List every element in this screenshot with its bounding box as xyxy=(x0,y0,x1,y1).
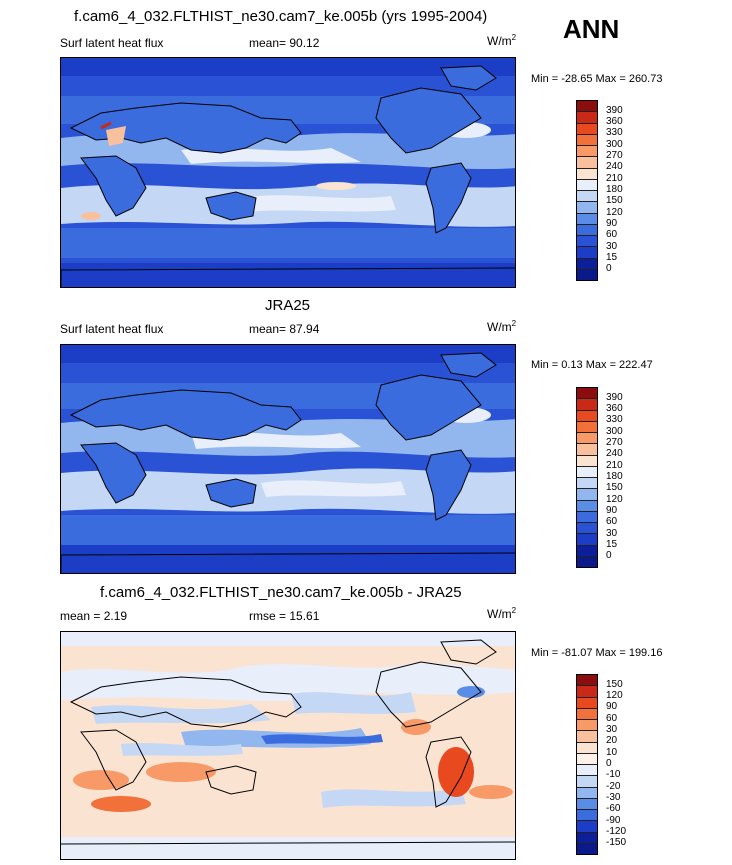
cbar2-tick: 60 xyxy=(606,516,618,527)
cbar1-tick: 180 xyxy=(606,184,623,195)
cbar2-tick: 210 xyxy=(606,460,623,471)
panel2-map xyxy=(60,344,516,574)
cbar3-tick: -120 xyxy=(606,826,627,837)
cbar3-tick: 10 xyxy=(606,747,618,758)
cbar2-tick: 300 xyxy=(606,426,623,437)
cbar2-tick: 390 xyxy=(606,392,623,403)
cbar1-tick: 15 xyxy=(606,252,618,263)
panel3-map xyxy=(60,631,516,860)
cbar1-tick: 390 xyxy=(606,105,623,116)
cbar2-tick: 330 xyxy=(606,414,623,425)
panel3-title: f.cam6_4_032.FLTHIST_ne30.cam7_ke.005b -… xyxy=(100,584,462,601)
cbar1-tick: 300 xyxy=(606,139,623,150)
cbar3-tick: -30 xyxy=(606,792,621,803)
panel2-colorbar xyxy=(576,387,598,568)
cbar3-tick: -150 xyxy=(606,837,627,848)
season-label: ANN xyxy=(563,14,620,44)
panel1-colorbar xyxy=(576,100,598,281)
cbar2-tick: 15 xyxy=(606,539,618,550)
panel1-title: f.cam6_4_032.FLTHIST_ne30.cam7_ke.005b (… xyxy=(74,8,488,25)
cbar1-tick: 330 xyxy=(606,127,623,138)
cbar3-tick: -60 xyxy=(606,803,621,814)
cbar2-tick: 120 xyxy=(606,494,623,505)
cbar1-tick: 60 xyxy=(606,229,618,240)
cbar3-tick: 150 xyxy=(606,679,623,690)
cbar2-tick: 180 xyxy=(606,471,623,482)
panel1-variable-label: Surf latent heat flux xyxy=(60,36,164,50)
cbar1-tick: 360 xyxy=(606,116,623,127)
cbar2-tick: 0 xyxy=(606,550,612,561)
cbar3-tick: 30 xyxy=(606,724,618,735)
cbar1-tick: 240 xyxy=(606,161,623,172)
cbar2-tick: 150 xyxy=(606,482,623,493)
panel3-mean-label: mean = 2.19 xyxy=(60,609,128,623)
panel2-units: W/m2 xyxy=(487,319,517,334)
cbar3-tick: -90 xyxy=(606,815,621,826)
cbar1-tick: 30 xyxy=(606,241,618,252)
panel2-mean-label: mean= 87.94 xyxy=(249,322,320,336)
cbar3-tick: 60 xyxy=(606,713,618,724)
cbar3-tick: -10 xyxy=(606,769,621,780)
cbar3-tick: 0 xyxy=(606,758,612,769)
cbar2-tick: 30 xyxy=(606,528,618,539)
cbar1-tick: 0 xyxy=(606,263,612,274)
cbar1-tick: 150 xyxy=(606,195,623,206)
cbar2-tick: 90 xyxy=(606,505,618,516)
panel3-colorbar xyxy=(576,674,598,855)
panel1-mean-label: mean= 90.12 xyxy=(249,36,320,50)
cbar2-tick: 240 xyxy=(606,448,623,459)
cbar3-tick: 20 xyxy=(606,735,618,746)
cbar1-tick: 270 xyxy=(606,150,623,161)
cbar2-tick: 360 xyxy=(606,403,623,414)
cbar1-tick: 120 xyxy=(606,207,623,218)
cbar3-tick: 120 xyxy=(606,690,623,701)
panel2-title: JRA25 xyxy=(265,297,311,314)
cbar2-tick: 270 xyxy=(606,437,623,448)
cbar1-tick: 90 xyxy=(606,218,618,229)
cbar1-tick: 210 xyxy=(606,173,623,184)
panel1-map xyxy=(60,57,516,288)
panel3-units: W/m2 xyxy=(487,606,517,621)
cbar3-tick: 90 xyxy=(606,701,618,712)
panel1-minmax: Min = -28.65 Max = 260.73 xyxy=(531,73,663,85)
cbar3-tick: -20 xyxy=(606,781,621,792)
panel3-minmax: Min = -81.07 Max = 199.16 xyxy=(531,647,663,659)
panel1-units: W/m2 xyxy=(487,33,517,48)
panel2-minmax: Min = 0.13 Max = 222.47 xyxy=(531,359,653,371)
panel2-variable-label: Surf latent heat flux xyxy=(60,322,164,336)
panel3-rmse-label: rmse = 15.61 xyxy=(249,609,320,623)
